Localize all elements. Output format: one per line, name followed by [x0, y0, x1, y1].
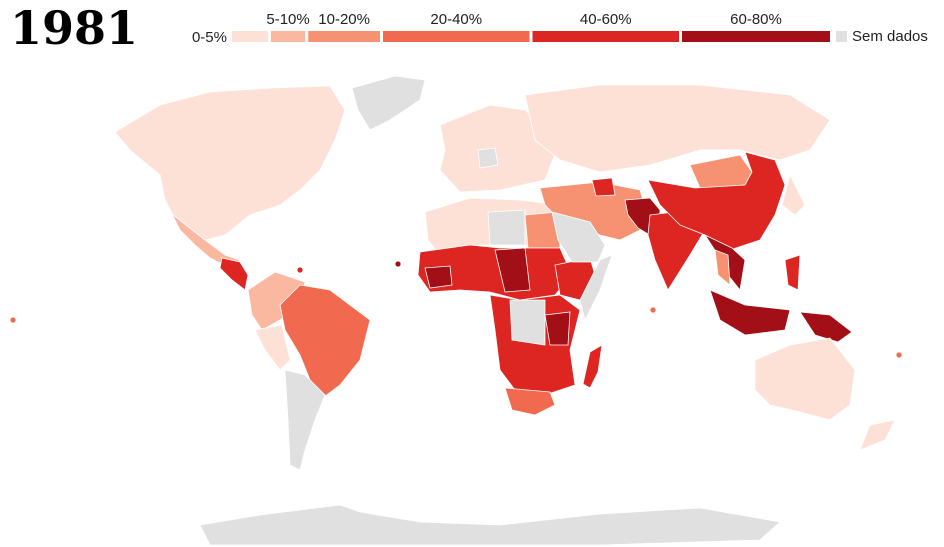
region	[284, 369, 326, 471]
region	[254, 324, 291, 371]
region	[551, 211, 606, 263]
legend-label: 0-5%	[192, 29, 227, 46]
region	[544, 311, 571, 346]
region	[279, 284, 371, 401]
region	[424, 265, 453, 289]
region	[394, 260, 402, 268]
region	[487, 209, 526, 246]
region	[582, 344, 603, 389]
legend-label: Sem dados	[852, 28, 928, 45]
region	[895, 351, 903, 359]
region	[649, 306, 657, 314]
region	[591, 177, 616, 197]
legend-swatch	[383, 31, 530, 42]
legend-label: 10-20%	[318, 11, 370, 28]
region	[477, 147, 499, 169]
region	[114, 85, 346, 241]
region	[296, 266, 304, 274]
region	[219, 257, 249, 291]
region	[647, 151, 786, 251]
legend-swatch	[270, 31, 306, 42]
legend-swatch	[308, 31, 380, 42]
region	[9, 316, 17, 324]
region	[494, 247, 531, 293]
title: 1981	[10, 1, 138, 55]
legend-swatch	[532, 31, 679, 42]
legend-swatch	[232, 31, 268, 42]
region	[439, 104, 561, 193]
legend-label: 20-40%	[430, 11, 482, 28]
region	[859, 419, 896, 451]
region	[199, 504, 781, 546]
world-map	[9, 75, 903, 546]
legend-label: 5-10%	[266, 11, 309, 28]
region	[709, 289, 791, 336]
region	[781, 173, 806, 216]
legend-label: 40-60%	[580, 11, 632, 28]
legend: 0-5% 5-10% 10-20% 20-40% 40-60% 60-80% Sem dad…	[192, 11, 928, 46]
region	[689, 154, 753, 189]
region	[504, 387, 556, 416]
region	[714, 249, 731, 286]
region	[579, 254, 613, 322]
legend-label: 60-80%	[730, 11, 782, 28]
region	[351, 75, 426, 131]
region	[799, 311, 853, 343]
region	[509, 299, 546, 346]
legend-swatch	[836, 31, 847, 42]
region	[524, 84, 831, 173]
region	[754, 337, 856, 421]
region	[784, 254, 801, 291]
legend-swatch	[682, 31, 830, 42]
